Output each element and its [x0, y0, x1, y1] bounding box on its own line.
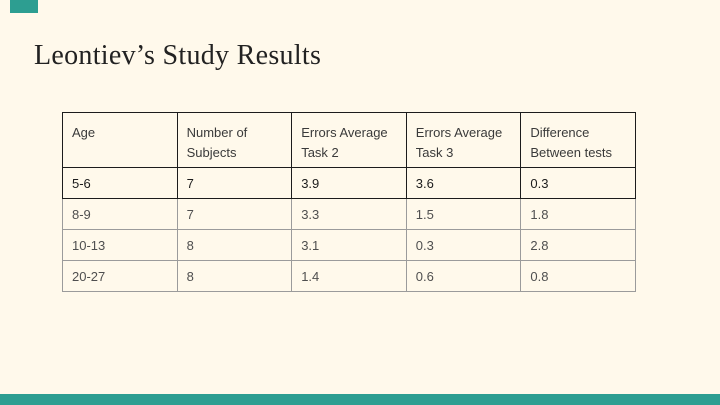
table-row: 8-9 7 3.3 1.5 1.8: [62, 198, 636, 230]
bottom-accent-bar: [0, 394, 720, 405]
slide-title: Leontiev’s Study Results: [34, 40, 322, 71]
cell-subjects: 8: [176, 260, 293, 292]
cell-age: 10-13: [62, 229, 178, 261]
cell-difference: 2.8: [520, 229, 636, 261]
table-row: 10-13 8 3.1 0.3 2.8: [62, 229, 636, 261]
cell-age: 8-9: [62, 198, 178, 230]
column-header-difference-between-tests: Difference Between tests: [520, 112, 636, 168]
cell-errors-task-3: 3.6: [405, 167, 522, 199]
cell-subjects: 7: [176, 167, 293, 199]
cell-errors-task-3: 1.5: [405, 198, 522, 230]
table-row: 20-27 8 1.4 0.6 0.8: [62, 260, 636, 292]
cell-difference: 0.3: [520, 167, 636, 199]
cell-errors-task-3: 0.6: [405, 260, 522, 292]
column-header-age: Age: [62, 112, 178, 168]
cell-errors-task-2: 1.4: [291, 260, 407, 292]
cell-age: 5-6: [62, 167, 178, 199]
cell-difference: 1.8: [520, 198, 636, 230]
top-left-accent-bar: [10, 0, 38, 13]
column-header-errors-average-task-3: Errors Average Task 3: [405, 112, 522, 168]
cell-difference: 0.8: [520, 260, 636, 292]
table-header-row: Age Number of Subjects Errors Average Ta…: [62, 112, 636, 168]
cell-errors-task-2: 3.3: [291, 198, 407, 230]
column-header-number-of-subjects: Number of Subjects: [176, 112, 293, 168]
cell-subjects: 8: [176, 229, 293, 261]
cell-errors-task-3: 0.3: [405, 229, 522, 261]
table-row: 5-6 7 3.9 3.6 0.3: [62, 167, 636, 199]
column-header-errors-average-task-2: Errors Average Task 2: [291, 112, 407, 168]
study-results-table: Age Number of Subjects Errors Average Ta…: [62, 112, 636, 292]
cell-age: 20-27: [62, 260, 178, 292]
cell-errors-task-2: 3.1: [291, 229, 407, 261]
cell-errors-task-2: 3.9: [291, 167, 407, 199]
cell-subjects: 7: [176, 198, 293, 230]
